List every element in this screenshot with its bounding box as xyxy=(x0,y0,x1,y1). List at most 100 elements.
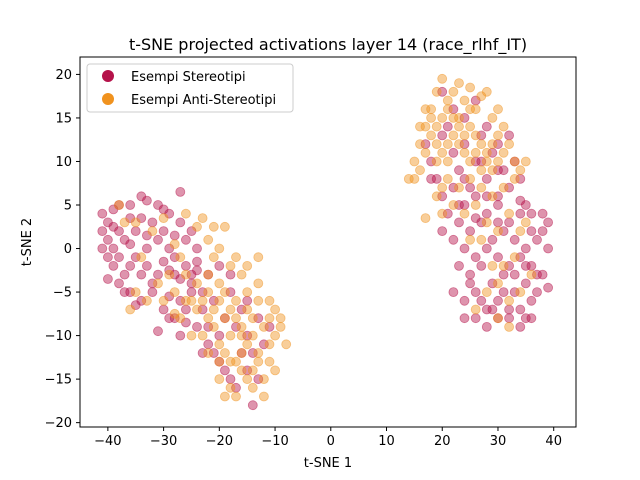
data-point xyxy=(470,191,481,202)
y-axis-ticks: −20 −15 −10 −5 0 5 10 15 20 xyxy=(45,68,80,431)
data-point xyxy=(415,139,425,150)
data-point xyxy=(498,182,509,193)
legend-label-anti-stereotipi: Esempi Anti-Stereotipi xyxy=(131,93,276,108)
data-point xyxy=(119,217,130,228)
data-point xyxy=(532,269,542,280)
data-point xyxy=(214,243,225,254)
data-point xyxy=(103,234,113,245)
data-point xyxy=(470,200,481,210)
data-point xyxy=(481,121,492,132)
data-point xyxy=(476,295,487,306)
data-point xyxy=(431,86,442,97)
data-point xyxy=(454,139,464,150)
data-point xyxy=(481,173,492,184)
data-point xyxy=(448,130,459,141)
data-point xyxy=(158,295,169,306)
x-axis-ticks: −40 −30 −20 −10 0 10 20 30 40 xyxy=(94,427,562,449)
data-point xyxy=(426,113,437,123)
x-tick-label: −40 xyxy=(94,434,121,449)
data-point xyxy=(225,260,236,271)
data-point xyxy=(498,121,509,132)
data-point xyxy=(180,260,191,271)
data-point xyxy=(214,330,225,341)
data-point xyxy=(281,339,292,350)
data-point xyxy=(487,304,498,315)
data-point xyxy=(192,256,202,267)
data-point xyxy=(247,313,258,324)
data-point xyxy=(242,339,253,350)
data-point xyxy=(264,313,275,324)
data-point xyxy=(236,330,247,341)
data-point xyxy=(465,234,476,245)
data-point xyxy=(231,252,241,263)
data-point xyxy=(403,173,414,184)
data-point xyxy=(509,156,520,167)
data-point xyxy=(543,243,553,254)
x-tick-label: 10 xyxy=(378,434,395,449)
data-point xyxy=(242,304,253,315)
data-point xyxy=(487,165,498,176)
data-point xyxy=(476,139,487,150)
data-point xyxy=(158,226,169,237)
data-point xyxy=(180,234,191,245)
data-point xyxy=(192,321,202,332)
data-point xyxy=(125,200,136,210)
data-point xyxy=(470,104,481,115)
data-point xyxy=(454,217,464,228)
data-point xyxy=(231,391,241,402)
data-point xyxy=(258,391,269,402)
data-point xyxy=(437,147,448,158)
data-point xyxy=(476,260,487,271)
data-point xyxy=(180,304,191,315)
data-point xyxy=(175,252,186,263)
data-point xyxy=(219,365,230,376)
data-point xyxy=(136,269,147,280)
y-tick-label: 20 xyxy=(55,68,72,83)
data-point xyxy=(242,260,253,271)
data-point xyxy=(465,173,476,184)
data-point xyxy=(515,304,526,315)
data-point xyxy=(442,173,453,184)
legend: Esempi Stereotipi Esempi Anti-Stereotipi xyxy=(86,63,294,113)
data-point xyxy=(192,265,202,276)
data-point xyxy=(454,165,464,176)
data-point xyxy=(225,269,236,280)
data-point xyxy=(186,330,197,341)
data-point xyxy=(504,130,515,141)
data-point xyxy=(214,374,225,385)
data-point xyxy=(520,217,531,228)
data-point xyxy=(493,295,503,306)
data-point xyxy=(498,165,509,176)
data-point xyxy=(459,173,470,184)
data-point xyxy=(114,200,124,210)
data-point xyxy=(203,234,214,245)
data-point xyxy=(225,374,236,385)
data-point xyxy=(169,239,180,250)
data-point xyxy=(437,86,448,97)
data-point xyxy=(203,339,214,350)
data-point xyxy=(208,304,219,315)
data-point xyxy=(103,252,113,263)
data-point xyxy=(420,147,431,158)
plot-area xyxy=(80,57,576,427)
data-point xyxy=(214,356,225,367)
data-point xyxy=(415,121,425,132)
data-point xyxy=(97,243,108,254)
data-point xyxy=(431,139,442,150)
data-point xyxy=(515,208,526,219)
data-point xyxy=(253,313,264,324)
data-point xyxy=(498,260,509,271)
data-point xyxy=(520,156,531,167)
data-point xyxy=(459,208,470,219)
data-point xyxy=(470,287,481,298)
data-point xyxy=(454,260,464,271)
data-point xyxy=(253,252,264,263)
data-point xyxy=(236,269,247,280)
data-point xyxy=(426,156,437,167)
data-point xyxy=(270,304,281,315)
y-tick-label: −5 xyxy=(53,286,72,301)
data-point xyxy=(454,182,464,193)
data-point xyxy=(470,213,481,224)
data-point xyxy=(203,287,214,298)
